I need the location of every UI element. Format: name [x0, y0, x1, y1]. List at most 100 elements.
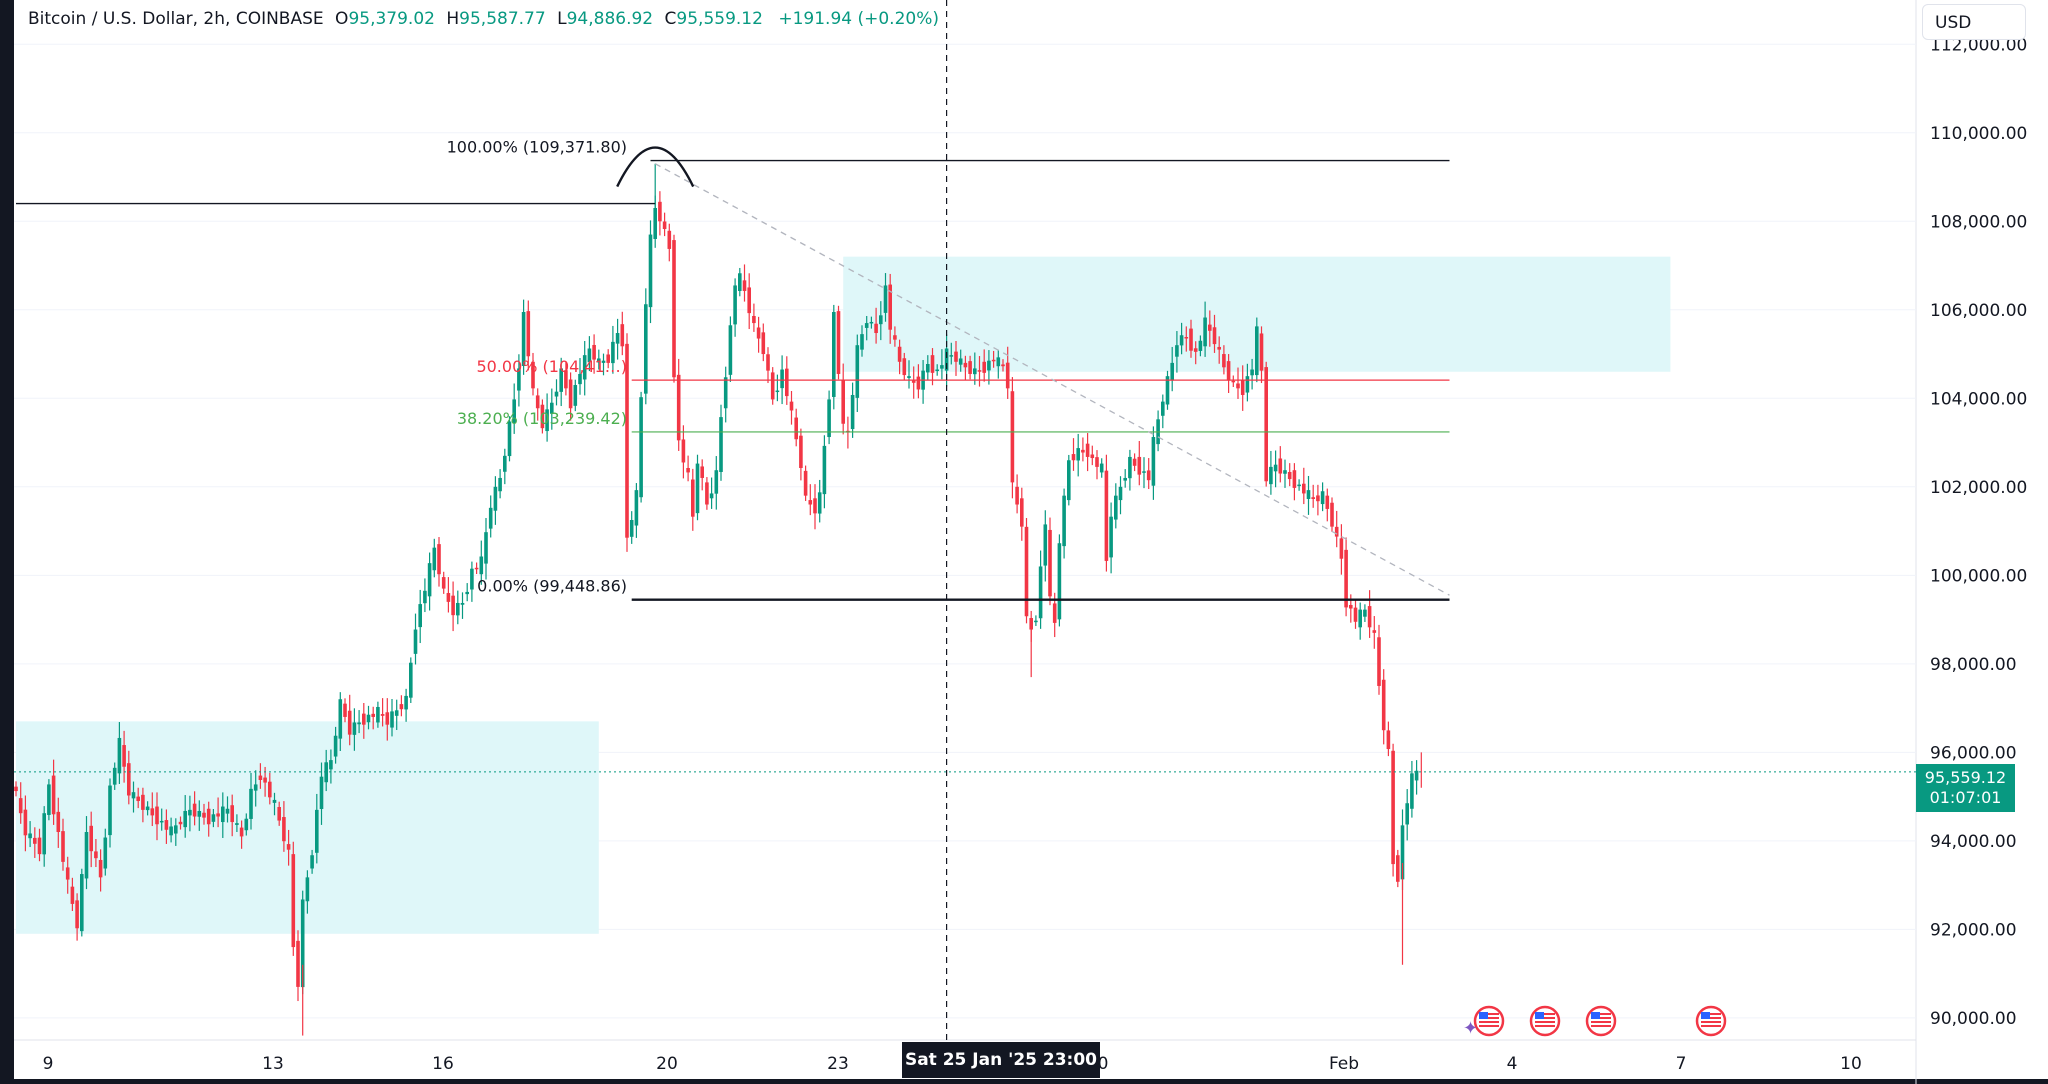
candle-body — [1372, 630, 1377, 633]
candle-body — [1184, 337, 1189, 339]
candle-body — [98, 859, 103, 878]
candle-body — [225, 808, 230, 814]
candle-body — [1330, 502, 1334, 527]
candle-body — [874, 323, 878, 334]
candle-body — [1391, 750, 1395, 865]
candle-body — [1208, 324, 1212, 331]
candle-body — [465, 591, 469, 595]
candle-body — [1071, 454, 1076, 461]
candle-body — [916, 376, 921, 390]
y-tick-label: 104,000.00 — [1930, 389, 2027, 409]
candle-body — [987, 360, 991, 371]
candle-body — [1377, 637, 1381, 686]
candle-body — [512, 399, 516, 424]
y-tick-label: 90,000.00 — [1930, 1009, 2017, 1029]
candle-body — [1410, 773, 1414, 809]
us-event-flag-icon[interactable] — [1585, 1005, 1617, 1037]
candle-body — [733, 285, 737, 325]
candle-body — [700, 466, 704, 478]
candle-body — [216, 813, 220, 817]
candle-body — [239, 827, 244, 837]
candle-body — [1339, 538, 1344, 559]
currency-button[interactable]: USD — [1922, 4, 2026, 40]
candle-body — [1165, 376, 1170, 405]
candle-body — [333, 735, 338, 757]
candle-body — [648, 234, 653, 308]
y-tick-label: 100,000.00 — [1930, 566, 2027, 586]
descending-trendline[interactable] — [654, 163, 1450, 596]
candle-body — [315, 809, 319, 853]
candle-body — [413, 629, 418, 654]
candle-body — [1334, 526, 1339, 537]
candle-body — [662, 221, 667, 230]
candle-body — [1062, 495, 1066, 547]
candle-body — [1128, 456, 1132, 479]
candle-body — [535, 395, 540, 409]
candle-body — [785, 368, 789, 397]
candle-body — [1320, 491, 1325, 505]
candle-body — [47, 784, 51, 815]
candle-body — [615, 333, 620, 344]
x-tick-label: 20 — [656, 1054, 678, 1074]
candle-body — [996, 357, 1001, 367]
candle-body — [568, 379, 573, 409]
candle-body — [1278, 458, 1283, 474]
candle-body — [582, 355, 587, 380]
candle-body — [728, 325, 733, 375]
candle-body — [1381, 679, 1386, 731]
candle-body — [864, 323, 869, 328]
us-event-flag-icon[interactable] — [1695, 1005, 1727, 1037]
candle-body — [1076, 448, 1080, 461]
candle-body — [164, 820, 169, 830]
y-tick-label: 108,000.00 — [1930, 212, 2027, 232]
candle-body — [230, 805, 234, 823]
candle-body — [169, 826, 173, 836]
candle-body — [1273, 464, 1278, 472]
candle-body — [1043, 524, 1048, 566]
change-value: +191.94 (+0.20%) — [778, 9, 939, 29]
candle-body — [695, 463, 700, 514]
bottom-edge — [0, 1079, 2048, 1084]
candle-body — [122, 745, 126, 767]
symbol-title: Bitcoin / U.S. Dollar, 2h, COINBASE — [28, 9, 324, 29]
candle-body — [244, 818, 249, 831]
candle-body — [1311, 497, 1315, 499]
candle-body — [498, 477, 502, 492]
x-tick-label: 4 — [1507, 1054, 1518, 1074]
candle-body — [639, 397, 643, 498]
candle-body — [822, 445, 827, 495]
candle-body — [1198, 340, 1203, 351]
low-label: L — [557, 9, 567, 29]
candle-body — [1259, 333, 1264, 371]
candle-body — [484, 532, 488, 564]
candle-body — [423, 590, 427, 604]
x-tick-label: 7 — [1676, 1054, 1687, 1074]
candle-body — [1052, 603, 1057, 623]
candle-body — [973, 368, 977, 375]
candle-body — [1005, 362, 1010, 389]
candle-body — [338, 699, 343, 739]
candle-body — [1316, 495, 1320, 502]
candle-body — [968, 361, 972, 374]
candle-body — [1034, 620, 1038, 623]
us-event-flag-icon[interactable] — [1473, 1005, 1505, 1037]
candle-body — [1240, 379, 1245, 395]
candle-body — [1217, 346, 1221, 350]
candle-body — [526, 311, 531, 357]
candle-body — [789, 401, 794, 411]
candle-body — [296, 940, 300, 987]
candle-body — [681, 439, 686, 463]
candle-body — [385, 712, 390, 725]
candle-body — [131, 792, 136, 799]
candle-body — [117, 737, 122, 774]
us-event-flag-icon[interactable] — [1529, 1005, 1561, 1037]
candle-body — [324, 762, 328, 783]
candle-body — [488, 507, 493, 529]
candle-body — [33, 837, 37, 844]
candle-body — [629, 520, 634, 537]
top-arc-drawing[interactable] — [616, 146, 695, 188]
candle-body — [634, 490, 639, 526]
candle-body — [752, 315, 756, 324]
candle-body — [1405, 803, 1409, 825]
